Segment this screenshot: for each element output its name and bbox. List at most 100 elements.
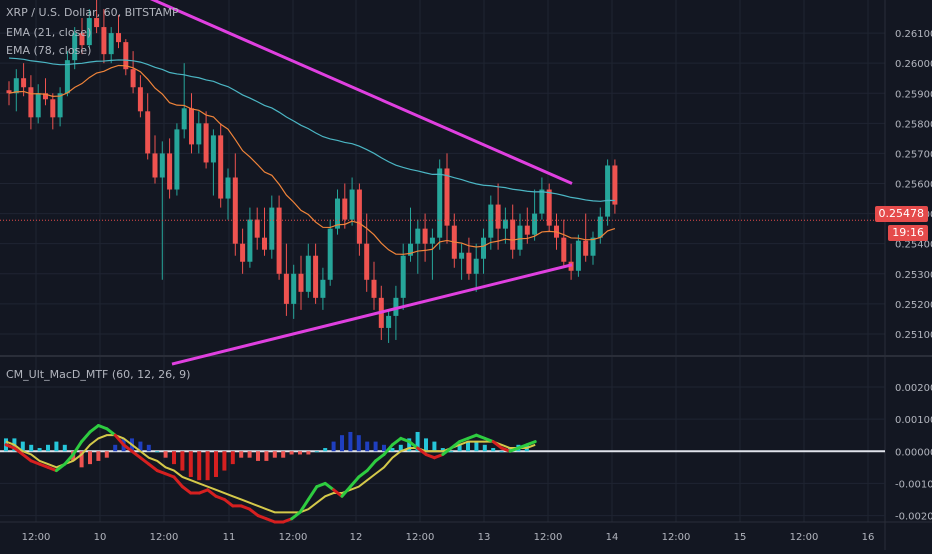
candle-body [291,273,297,304]
macd-histogram-bar [482,444,487,452]
candle-body [437,168,443,238]
macd-histogram-bar [222,451,227,471]
trendline [149,0,573,185]
candle-body [444,168,450,226]
candle-body [247,219,253,262]
x-tick-label: 10 [94,532,107,543]
macd-histogram-bar [424,438,428,452]
candle-body [159,153,165,178]
macd-histogram-bar [113,444,118,452]
x-tick-label: 13 [478,532,491,543]
macd-line-segment [306,485,319,501]
candle-body [6,90,12,94]
candle-body [298,273,304,292]
candle-body [145,111,151,154]
candle-body [189,108,194,145]
countdown-tag: 19:16 [888,225,928,241]
macd-line-segment [357,469,369,479]
macd-histogram-bar [281,451,286,458]
x-tick-label: 14 [606,532,619,543]
candle-body [203,123,209,163]
candle-body [313,255,319,298]
candle-body [335,198,340,229]
macd-line-segment [248,507,260,518]
macd-histogram-bar [104,451,109,458]
macd-line-segment [21,452,33,463]
macd-histogram-bar [46,444,50,452]
candle-body [167,153,173,190]
candle-body [349,189,355,220]
candle-body [495,204,501,229]
candle-body [108,33,114,55]
candle-body [28,87,34,118]
macd-line-segment [172,475,184,489]
candle-body [305,255,311,292]
macd-legend[interactable]: CM_Ult_MacD_MTF (60, 12, 26, 9) [6,368,191,381]
macd-histogram-bar [37,448,42,452]
macd-histogram-bar [466,441,470,452]
macd-line-segment [332,488,344,498]
ema21-legend[interactable]: EMA (21, close) [6,26,92,39]
macd-histogram-bar [298,451,302,455]
candle-body [481,237,486,259]
candle-body [583,240,589,256]
candle-body [546,189,552,226]
macd-line-segment [138,456,151,466]
macd-line-segment [491,440,504,450]
macd-histogram-bar [29,444,34,452]
candle-body [86,18,92,46]
ema78-legend[interactable]: EMA (78, close) [6,44,92,57]
macd-histogram-bar [457,444,462,452]
candle-body [50,99,56,118]
macd-histogram-bar [331,441,336,452]
macd-line-segment [374,452,386,463]
macd-histogram-bar [239,451,244,458]
macd-histogram-bar [407,438,412,452]
x-tick-label: 11 [223,532,236,543]
macd-line-segment [222,497,235,508]
macd-line-segment [298,497,310,514]
macd-histogram-bar [230,451,235,465]
macd-histogram-bar [306,451,311,455]
candle-body [43,93,48,100]
macd-histogram-bar [155,451,160,453]
macd-line-segment [382,443,394,456]
candle-body [225,177,231,199]
candle-body [196,123,202,145]
candle-body [94,18,100,28]
candle-body [371,279,377,298]
symbol-title[interactable]: XRP / U.S. Dollar, 60, BITSTAMP [6,6,179,19]
candle-body [320,279,326,298]
macd-line-segment [340,485,352,498]
candle-body [35,93,41,118]
x-tick-label: 12:00 [790,532,819,543]
macd-line-segment [348,475,361,489]
macd-histogram-bar [323,448,328,452]
candle-body [356,189,362,244]
trendline [171,263,573,366]
candle-body [137,87,143,112]
macd-line-segment [80,430,92,444]
macd-histogram-bar [508,448,512,452]
candle-body [130,69,136,88]
macd-line-segment [54,462,67,473]
candle-body [174,129,180,190]
macd-line-segment [206,488,218,498]
macd-histogram-bar [474,441,479,452]
macd-histogram-bar [382,444,386,452]
candle-body [612,165,618,205]
candle-body [605,165,611,217]
current-price-tag: 0.25478 [874,206,928,222]
candle-body [400,255,406,298]
candle-body [429,237,435,244]
macd-histogram-bar [314,451,319,453]
macd-histogram-bar [172,451,176,465]
